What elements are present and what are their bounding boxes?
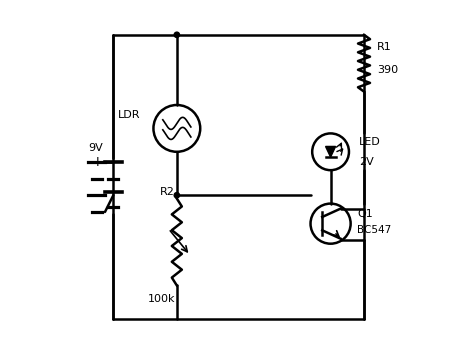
Circle shape [174, 192, 180, 198]
Text: Q1: Q1 [357, 209, 373, 219]
Text: LED: LED [359, 137, 381, 147]
Text: R2: R2 [160, 187, 175, 197]
Text: 9V: 9V [89, 144, 103, 153]
Text: 2V: 2V [359, 157, 374, 167]
Text: R1: R1 [377, 41, 392, 52]
Text: BC547: BC547 [357, 225, 392, 235]
Text: 390: 390 [377, 65, 399, 75]
Text: 100k: 100k [148, 294, 175, 304]
Text: LDR: LDR [118, 110, 140, 120]
Polygon shape [326, 147, 336, 157]
Circle shape [174, 32, 180, 37]
Text: +: + [91, 155, 103, 169]
